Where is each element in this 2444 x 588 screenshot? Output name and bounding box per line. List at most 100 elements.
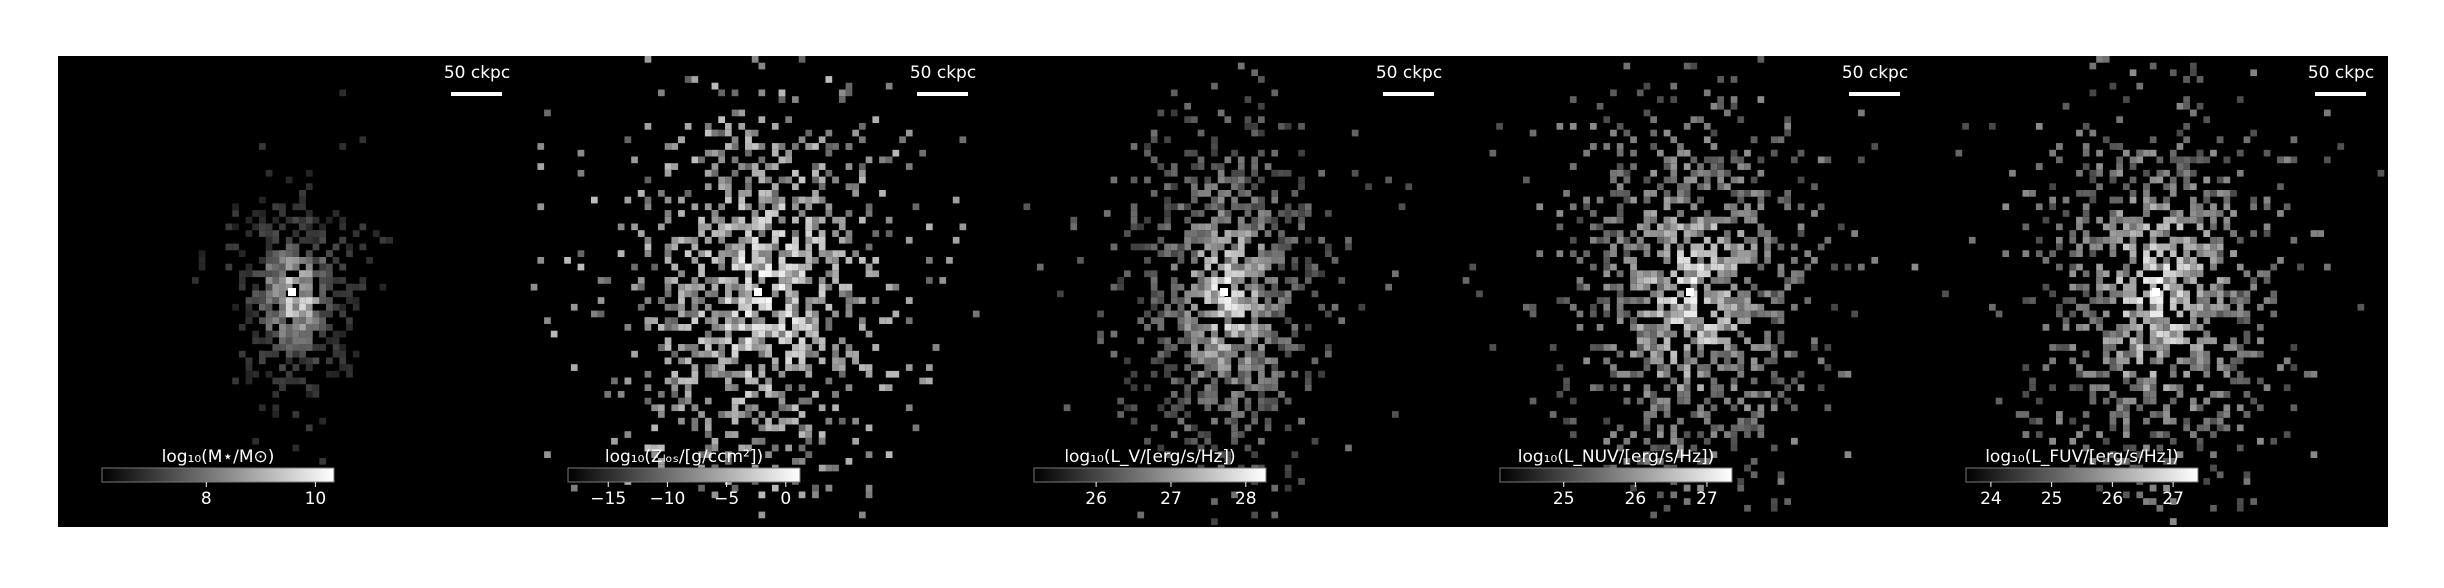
pixel	[299, 377, 306, 385]
pixel	[1650, 290, 1657, 298]
pixel	[252, 337, 259, 345]
pixel	[2250, 230, 2257, 237]
pixel	[678, 283, 685, 291]
pixel	[832, 391, 839, 398]
pixel	[1623, 310, 1631, 318]
pixel	[691, 310, 699, 318]
pixel	[299, 223, 306, 231]
pixel	[1191, 377, 1198, 385]
pixel	[1636, 370, 1644, 378]
pixel	[2096, 370, 2103, 378]
pixel	[292, 250, 300, 257]
pixel	[1750, 303, 1758, 311]
pixel	[778, 317, 786, 324]
pixel	[1244, 303, 1252, 311]
pixel	[859, 176, 866, 184]
pixel	[805, 303, 813, 311]
pixel	[1150, 277, 1158, 284]
pixel	[2109, 250, 2117, 257]
pixel	[2156, 303, 2164, 311]
pixel	[1616, 123, 1624, 130]
pixel	[1224, 417, 1232, 425]
pixel	[624, 377, 632, 385]
pixel	[1489, 344, 1497, 351]
pixel	[2109, 82, 2117, 90]
pixel	[2243, 317, 2251, 324]
colorbar-label: log₁₀(L_FUV/[erg/s/Hz])	[1985, 447, 2179, 467]
pixel	[305, 384, 313, 391]
pixel	[577, 149, 585, 157]
pixel	[272, 411, 280, 418]
pixel	[1690, 62, 1698, 70]
pixel	[818, 277, 826, 284]
pixel	[838, 370, 846, 378]
pixel	[1683, 190, 1691, 197]
pixel	[1224, 324, 1232, 331]
pixel	[771, 290, 779, 298]
pixel	[339, 263, 347, 271]
pixel	[805, 324, 813, 331]
pixel	[1164, 451, 1171, 458]
pixel	[1130, 203, 1138, 211]
pixel	[658, 404, 665, 412]
pixel	[1204, 344, 1212, 351]
pixel	[1271, 330, 1279, 338]
pixel	[299, 216, 306, 224]
pixel	[2270, 263, 2278, 271]
pixel	[1231, 411, 1238, 418]
pixel	[1610, 384, 1617, 391]
scalebar-label: 50 ckpc	[910, 63, 976, 83]
pixel	[1164, 303, 1171, 311]
pixel	[725, 451, 732, 458]
pixel	[1157, 324, 1165, 331]
pixel	[778, 397, 786, 405]
pixel	[2156, 504, 2164, 512]
pixel	[818, 357, 826, 365]
pixel	[785, 283, 792, 291]
pixel	[259, 210, 266, 217]
pixel	[845, 257, 853, 264]
pixel	[885, 216, 893, 224]
pixel	[2149, 370, 2157, 378]
pixel	[1097, 337, 1104, 345]
pixel	[912, 203, 920, 211]
pixel	[2156, 310, 2164, 318]
pixel	[2089, 236, 2097, 244]
pixel	[751, 236, 759, 244]
pixel	[879, 317, 886, 324]
pixel	[1663, 344, 1671, 351]
pixel	[617, 223, 625, 231]
pixel	[778, 270, 786, 278]
pixel	[305, 330, 313, 338]
pixel	[818, 230, 826, 237]
pixel	[1995, 310, 2003, 318]
pixel	[1744, 404, 1751, 412]
pixel	[2277, 364, 2284, 371]
pixel	[718, 216, 725, 224]
pixel	[1744, 236, 1751, 244]
pixel	[1177, 297, 1185, 304]
pixel	[299, 257, 306, 264]
pixel	[725, 183, 732, 190]
pixel	[2156, 156, 2164, 164]
pixel	[1258, 283, 1265, 291]
pixel	[1784, 498, 1791, 505]
pixel	[1264, 263, 1272, 271]
pixel	[1643, 223, 1651, 231]
pixel	[1251, 290, 1258, 298]
pixel	[1697, 404, 1704, 412]
pixel	[798, 136, 806, 144]
pixel	[1804, 297, 1812, 304]
pixel	[1217, 451, 1225, 458]
pixel	[926, 277, 933, 284]
pixel	[2096, 56, 2103, 63]
pixel	[2169, 370, 2177, 378]
pixel	[718, 337, 725, 345]
pixel	[1231, 330, 1238, 338]
pixel	[1150, 270, 1158, 278]
pixel	[798, 431, 806, 438]
pixel	[2109, 243, 2117, 251]
pixel	[731, 283, 739, 291]
pixel	[1737, 417, 1745, 425]
